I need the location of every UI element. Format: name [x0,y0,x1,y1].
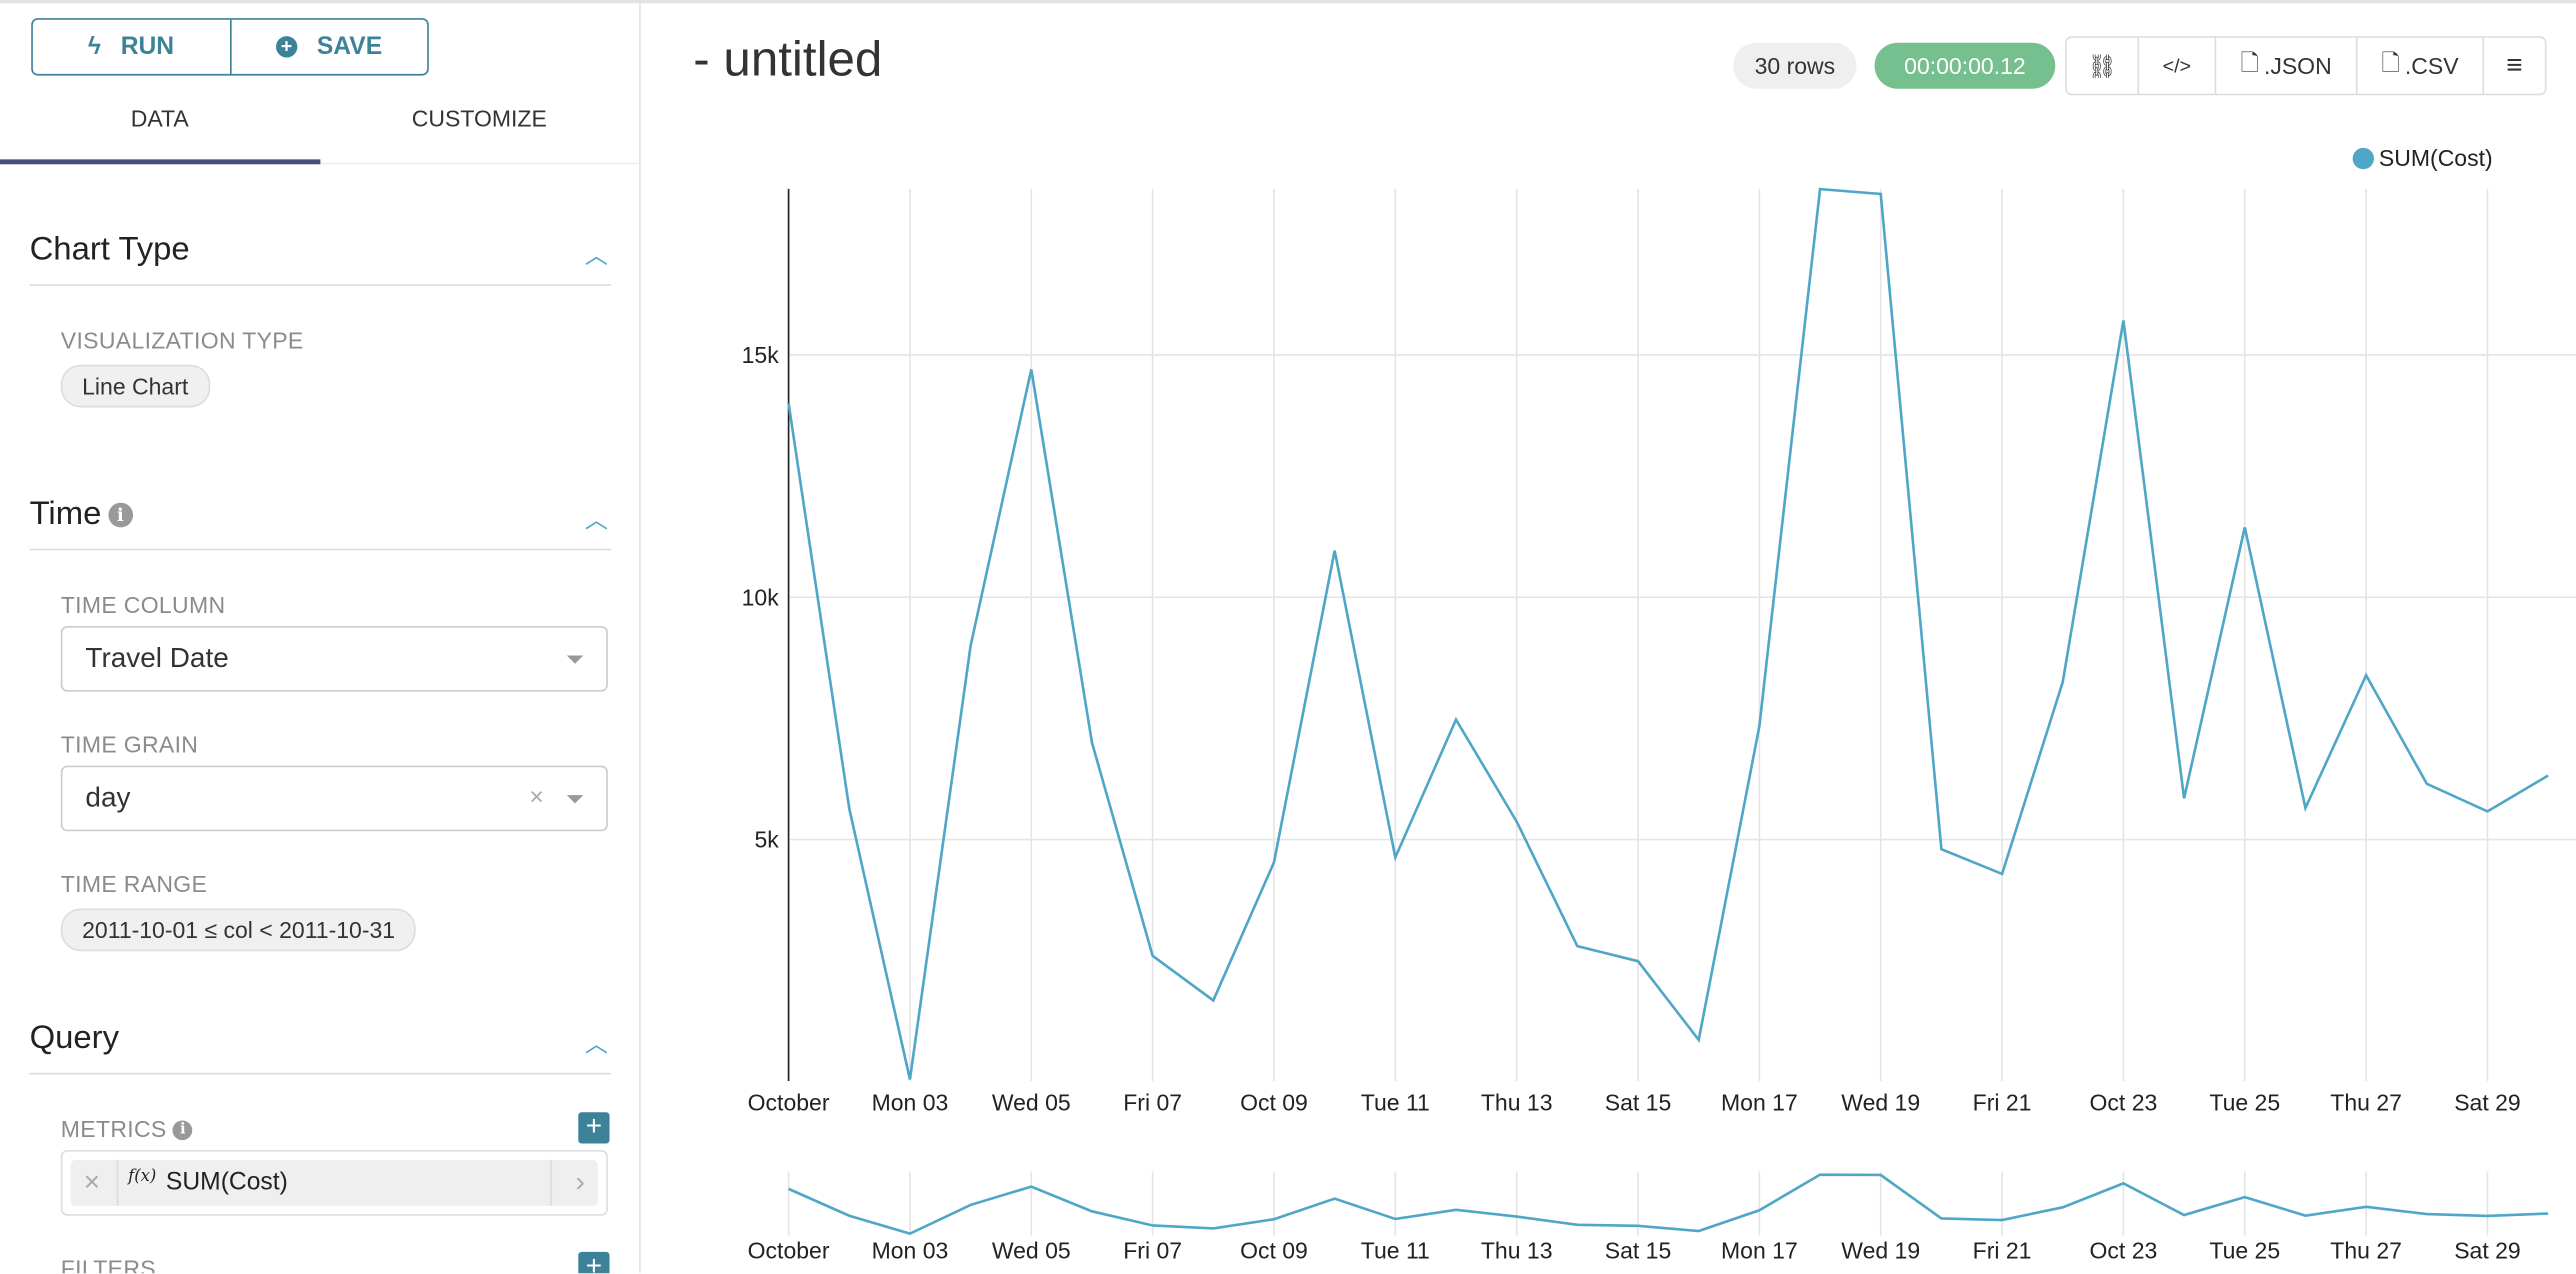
time-grain-label: TIME GRAIN [60,731,199,758]
caret-down-icon [566,655,584,664]
query-section-header[interactable]: Query ︿ [29,1014,612,1075]
top-border [0,0,2576,4]
viz-type-pill[interactable]: Line Chart [60,364,210,408]
embed-button[interactable]: </> [2137,37,2214,94]
metrics-label-text: METRICS [60,1115,167,1142]
menu-button[interactable]: ≡ [2482,37,2544,94]
time-range-label: TIME RANGE [60,870,208,898]
caret-down-icon [566,795,584,804]
chevron-up-icon[interactable]: ︿ [584,241,608,268]
chart-container: - untitled 30 rows 00:00:00.12 ⛓ </> 🗋 .J… [641,0,2576,1273]
time-section-header[interactable]: Time i ︿ [29,490,612,551]
metric-chip[interactable]: × f(x) SUM(Cost) › [70,1159,599,1206]
section-title: Query [29,1020,120,1057]
bolt-icon: ϟ [87,32,101,61]
remove-metric-icon[interactable]: × [83,1166,101,1198]
save-button[interactable]: + SAVE [229,19,427,74]
viz-type-label: VISUALIZATION TYPE [60,326,304,354]
time-range-pill[interactable]: 2011-10-01 ≤ col < 2011-10-31 [60,908,417,952]
metrics-field[interactable]: × f(x) SUM(Cost) › [60,1150,608,1216]
chart-title[interactable]: - untitled [693,32,883,88]
fx-icon: f(x) [128,1168,157,1187]
add-filter-button[interactable]: + [578,1251,610,1274]
time-grain-value: day [85,782,131,814]
time-grain-select[interactable]: day × [60,765,608,832]
json-label: .JSON [2263,52,2332,79]
panel-tabs: DATA CUSTOMIZE [0,92,640,165]
export-csv-button[interactable]: 🗋 .CSV [2355,37,2483,94]
file-code-icon: 🗋 [2240,49,2260,76]
metrics-label: METRICS i [61,1116,193,1142]
legend-label: SUM(Cost) [2378,144,2493,171]
csv-label: .CSV [2404,52,2459,79]
tab-data[interactable]: DATA [0,92,320,165]
legend-item[interactable]: SUM(Cost) [2352,144,2493,171]
clear-icon[interactable]: × [529,783,544,812]
hamburger-icon: ≡ [2506,49,2523,81]
time-column-value: Travel Date [85,642,229,674]
time-column-label: TIME COLUMN [60,591,226,618]
section-title: Time [29,496,102,533]
query-timer-badge: 00:00:00.12 [1874,42,2056,89]
run-label: RUN [120,32,175,61]
metric-value: SUM(Cost) [165,1168,288,1197]
chevron-right-icon[interactable]: › [575,1166,585,1198]
row-count-badge: 30 rows [1733,42,1857,89]
chevron-up-icon[interactable]: ︿ [584,1030,608,1057]
control-panel: ϟ RUN + SAVE DATA CUSTOMIZE Chart Type ︿ V… [0,0,641,1274]
save-label: SAVE [316,32,383,61]
tab-customize[interactable]: CUSTOMIZE [411,105,547,132]
chart-actions: ⛓ </> 🗋 .JSON 🗋 .CSV ≡ [2065,36,2547,96]
time-column-select[interactable]: Travel Date [60,625,608,692]
run-save-group: ϟ RUN + SAVE [31,18,429,76]
chart-type-section-header[interactable]: Chart Type ︿ [29,225,612,286]
info-icon[interactable]: i [107,502,133,528]
link-button[interactable]: ⛓ [2067,38,2138,94]
file-text-icon: 🗋 [2381,49,2400,76]
filters-label: FILTERS [60,1255,156,1274]
code-icon: </> [2162,54,2192,78]
add-metric-button[interactable]: + [578,1111,610,1144]
section-title: Chart Type [29,231,190,268]
link-icon: ⛓ [2087,51,2117,79]
chevron-up-icon[interactable]: ︿ [584,506,608,533]
export-json-button[interactable]: 🗋 .JSON [2214,37,2356,94]
run-button[interactable]: ϟ RUN [33,20,229,74]
info-icon[interactable]: i [173,1120,193,1141]
legend-dot [2352,147,2374,169]
plus-circle-icon: + [275,35,298,58]
